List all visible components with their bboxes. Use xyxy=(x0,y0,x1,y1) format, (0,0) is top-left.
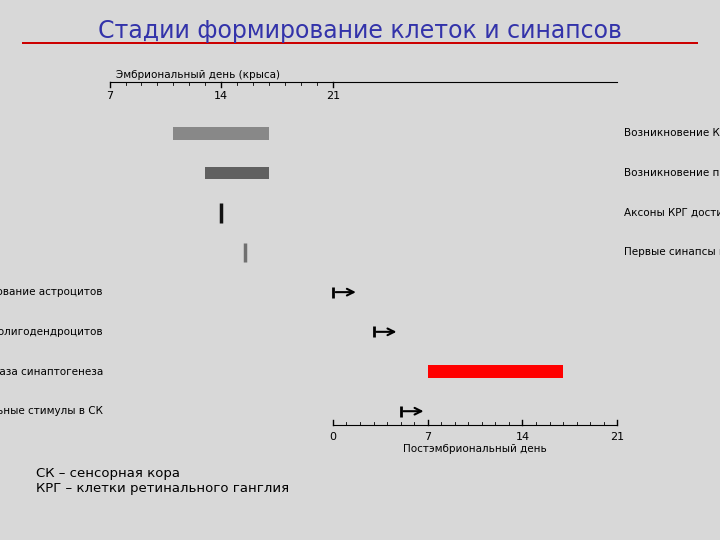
Text: Основная фаза синаптогенеза: Основная фаза синаптогенеза xyxy=(0,367,103,376)
Text: Аксоны КРГ достигают СК: Аксоны КРГ достигают СК xyxy=(624,208,720,218)
Text: 0: 0 xyxy=(330,432,336,442)
Text: 7: 7 xyxy=(424,432,431,442)
Text: 7: 7 xyxy=(106,91,113,100)
Text: СК – сенсорная кора
КРГ – клетки ретинального ганглия: СК – сенсорная кора КРГ – клетки ретинал… xyxy=(36,467,289,495)
Text: Первые синапсы в СК: Первые синапсы в СК xyxy=(624,247,720,258)
Text: Формирование астроцитов: Формирование астроцитов xyxy=(0,287,103,297)
Text: Эмбриональный день (крыса): Эмбриональный день (крыса) xyxy=(117,70,280,80)
Text: Первые ответы на зрительные стимулы в СК: Первые ответы на зрительные стимулы в СК xyxy=(0,406,103,416)
Text: 14: 14 xyxy=(516,432,529,442)
Text: Формирование олигодендроцитов: Формирование олигодендроцитов xyxy=(0,327,103,337)
Bar xyxy=(174,127,269,140)
Text: 14: 14 xyxy=(214,91,228,100)
Bar xyxy=(205,167,269,179)
Bar xyxy=(428,365,563,378)
Text: Постэмбриональный день: Постэмбриональный день xyxy=(403,444,547,454)
Text: 21: 21 xyxy=(326,91,340,100)
Text: Возникновение поверхностных клеток СК: Возникновение поверхностных клеток СК xyxy=(624,168,720,178)
Text: 21: 21 xyxy=(610,432,624,442)
Text: Возникновение КРГ: Возникновение КРГ xyxy=(624,129,720,138)
Text: Стадии формирование клеток и синапсов: Стадии формирование клеток и синапсов xyxy=(98,19,622,43)
